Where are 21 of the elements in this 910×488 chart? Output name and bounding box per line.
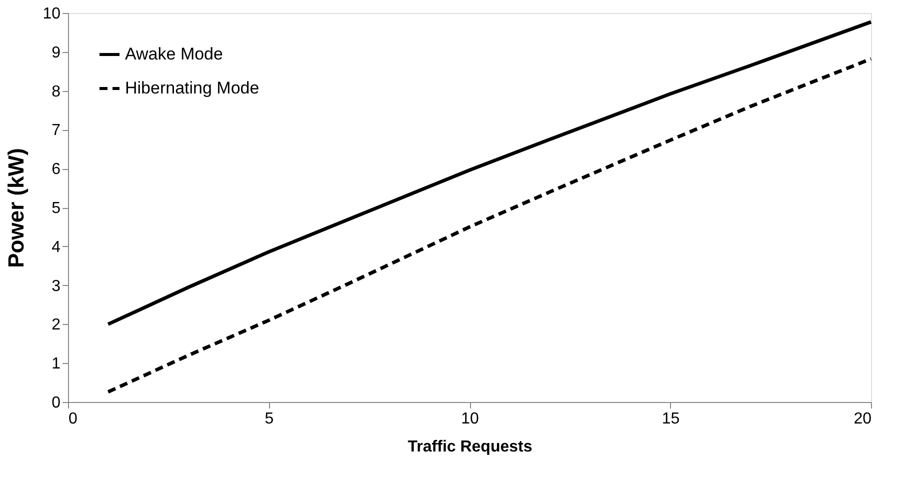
y-tick-label: 5 [52, 200, 61, 217]
x-tick-label: 10 [461, 410, 479, 428]
y-axis-title: Power (kW) [4, 148, 29, 268]
x-tick-label: 20 [854, 410, 872, 428]
x-axis-title: Traffic Requests [408, 438, 532, 456]
legend-label: Hibernating Mode [125, 78, 260, 98]
y-tick-label: 6 [52, 161, 61, 178]
y-tick-label: 0 [52, 394, 61, 412]
y-tick-label: 7 [52, 122, 61, 140]
x-tick-label: 5 [264, 410, 274, 428]
line-series [106, 20, 873, 326]
y-tick-label: 10 [42, 6, 61, 22]
y-tick-label: 4 [52, 238, 61, 256]
y-tick-label: 9 [52, 44, 61, 62]
y-tick-label: 1 [52, 356, 61, 373]
x-tick-label: 15 [662, 410, 680, 428]
legend-label: Awake Mode [125, 44, 223, 64]
y-tick-label: 2 [52, 316, 61, 334]
x-tick-label: 0 [68, 410, 78, 428]
y-tick-label: 3 [52, 278, 61, 295]
y-tick-label: 8 [52, 83, 61, 100]
